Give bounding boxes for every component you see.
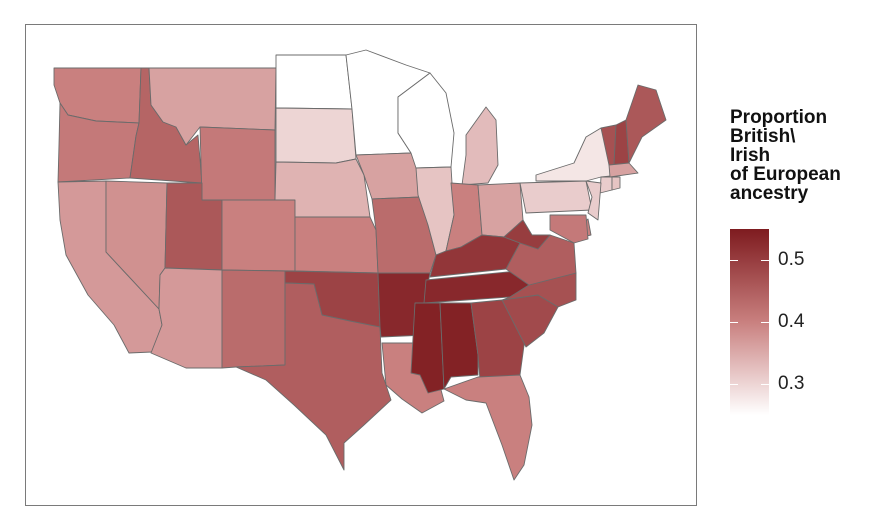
legend-title-line: Proportion — [730, 107, 828, 128]
state-kansas — [294, 216, 379, 274]
legend-tick-line — [761, 384, 769, 385]
state-west-virginia — [503, 219, 551, 250]
state-new-mexico — [221, 269, 286, 369]
state-new-jersey — [585, 180, 602, 221]
legend-title-line: ancestry — [730, 183, 809, 204]
legend-tick-line — [761, 260, 769, 261]
legend-title-line: of European — [730, 164, 841, 185]
state-massachusetts — [608, 162, 639, 178]
state-maryland — [549, 214, 589, 244]
state-colorado — [221, 199, 296, 272]
state-arizona — [150, 267, 223, 369]
state-florida — [443, 374, 533, 481]
state-maine — [625, 84, 667, 164]
legend-title: Proportion British\ Irish of European an… — [730, 108, 870, 203]
state-wyoming — [199, 126, 276, 201]
legend-tick-line — [730, 384, 738, 385]
legend-tick-label: 0.4 — [778, 311, 805, 332]
legend: Proportion British\ Irish of European an… — [730, 108, 870, 415]
legend-title-line: Irish — [730, 145, 771, 166]
map-panel — [25, 24, 697, 506]
state-north-dakota — [275, 54, 353, 110]
state-south-dakota — [275, 107, 357, 164]
state-michigan — [461, 106, 499, 186]
state-pennsylvania — [519, 180, 593, 214]
legend-tick-line — [730, 260, 738, 261]
state-rhode-island — [611, 176, 621, 191]
legend-colorbar-area: 0.5 0.4 0.3 — [730, 229, 870, 429]
legend-tick-label: 0.5 — [778, 249, 805, 270]
state-texas — [235, 282, 392, 471]
legend-tick-line — [730, 322, 738, 323]
state-connecticut — [599, 176, 613, 194]
legend-tick-label: 0.3 — [778, 373, 805, 394]
us-choropleth-map — [53, 49, 667, 481]
legend-title-line: British\ — [730, 126, 796, 147]
legend-tick-line — [761, 322, 769, 323]
